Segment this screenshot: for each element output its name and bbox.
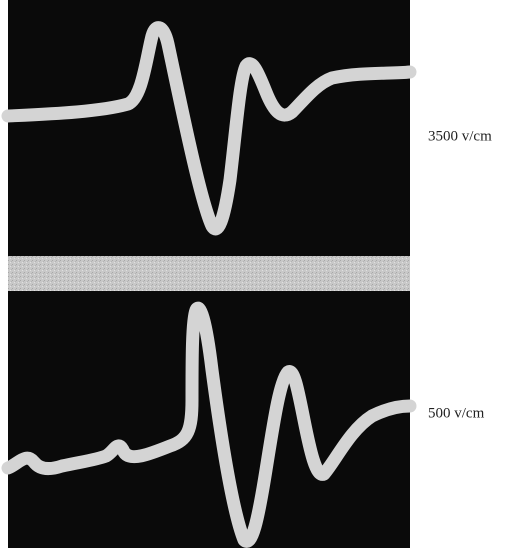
separator-band xyxy=(8,256,410,291)
page: {"figure": {"panels": [{"label": "3500 v… xyxy=(0,0,515,548)
figure: 3500 v/cm 500 v/cm xyxy=(0,0,515,548)
panel-label: 3500 v/cm xyxy=(428,128,492,144)
panel-label: 500 v/cm xyxy=(428,405,485,421)
